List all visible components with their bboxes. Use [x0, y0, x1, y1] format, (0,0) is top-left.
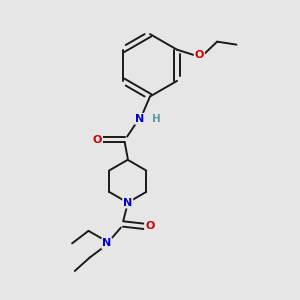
Text: N: N: [102, 238, 112, 248]
Text: O: O: [195, 50, 204, 60]
Text: O: O: [145, 221, 154, 231]
Text: N: N: [123, 198, 132, 208]
Text: N: N: [135, 114, 144, 124]
Text: H: H: [152, 114, 160, 124]
Text: O: O: [93, 135, 102, 145]
